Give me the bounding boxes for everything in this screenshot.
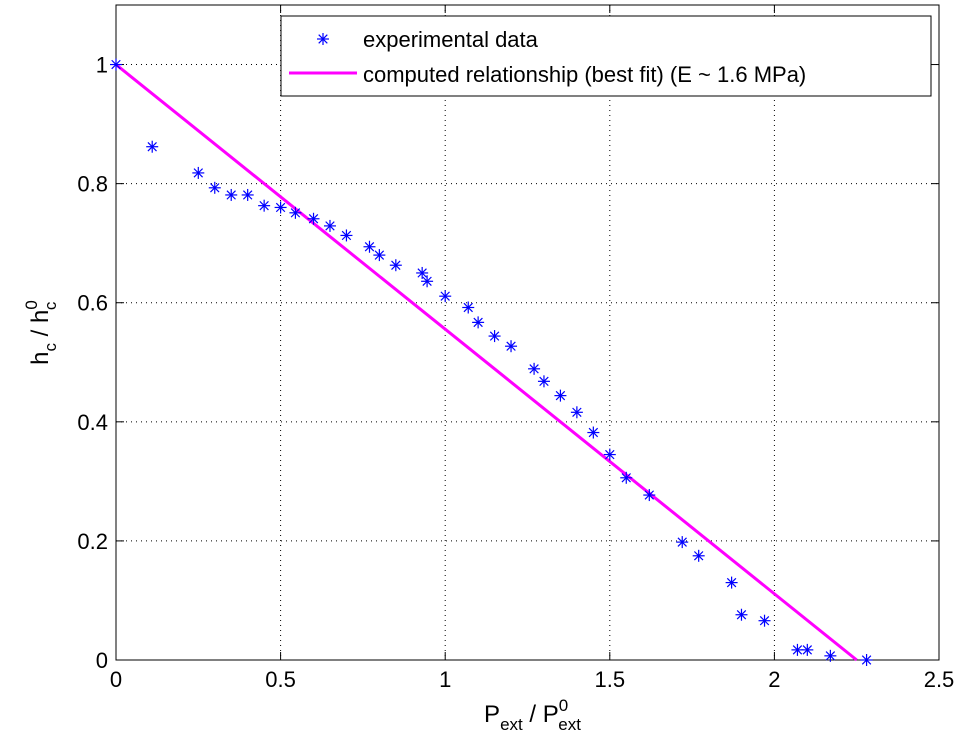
data-point [324, 220, 336, 232]
data-point [759, 615, 771, 627]
data-point [571, 406, 583, 418]
data-point [554, 390, 566, 402]
data-point [604, 449, 616, 461]
data-point [308, 213, 320, 225]
data-point [192, 167, 204, 179]
data-point [824, 650, 836, 662]
data-point [735, 609, 747, 621]
y-tick-label: 0.4 [77, 410, 108, 435]
y-tick-label: 1 [96, 53, 108, 78]
data-point [505, 340, 517, 352]
data-point [363, 241, 375, 253]
data-point [289, 207, 301, 219]
x-tick-label: 0.5 [265, 667, 296, 692]
data-point [390, 259, 402, 271]
data-point [643, 489, 655, 501]
y-tick-label: 0.2 [77, 529, 108, 554]
data-point [275, 201, 287, 213]
data-point [676, 536, 688, 548]
data-point [209, 182, 221, 194]
data-point [620, 472, 632, 484]
data-point [421, 275, 433, 287]
data-point [693, 550, 705, 562]
x-tick-label: 1 [439, 667, 451, 692]
data-point [146, 141, 158, 153]
y-tick-label: 0.8 [77, 172, 108, 197]
data-point [489, 330, 501, 342]
data-point [801, 644, 813, 656]
x-tick-label: 2.5 [924, 667, 955, 692]
data-point [861, 654, 873, 666]
data-point [528, 363, 540, 375]
x-tick-label: 2 [768, 667, 780, 692]
legend-label-computed: computed relationship (best fit) (E ~ 1.… [363, 62, 806, 87]
data-point [416, 267, 428, 279]
x-tick-label: 1.5 [595, 667, 626, 692]
legend-label-experimental: experimental data [363, 27, 539, 52]
data-point [373, 249, 385, 261]
legend: experimental data computed relationship … [281, 16, 931, 96]
data-point [242, 189, 254, 201]
y-tick-label: 0.6 [77, 291, 108, 316]
y-tick-label: 0 [96, 648, 108, 673]
data-point [472, 316, 484, 328]
data-point [726, 577, 738, 589]
data-point [538, 375, 550, 387]
data-point [587, 427, 599, 439]
data-point [462, 301, 474, 313]
data-point [258, 200, 270, 212]
legend-marker-star [317, 33, 329, 45]
data-point [439, 290, 451, 302]
legend-marker-experimental [317, 33, 329, 45]
data-point [340, 229, 352, 241]
data-point [110, 59, 122, 71]
x-tick-label: 0 [110, 667, 122, 692]
data-point [225, 189, 237, 201]
